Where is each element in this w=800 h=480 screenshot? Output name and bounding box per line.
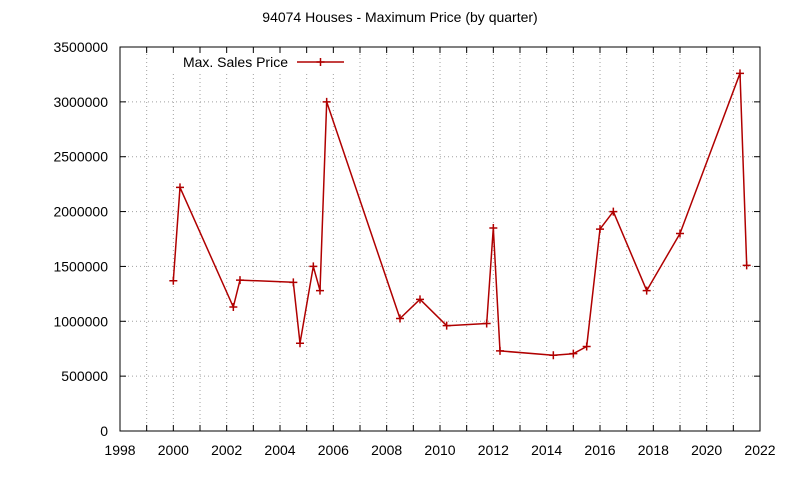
- data-point-marker: [676, 229, 684, 238]
- x-tick-label: 2020: [691, 442, 722, 458]
- y-tick-label: 3000000: [53, 94, 108, 110]
- chart-title: 94074 Houses - Maximum Price (by quarter…: [262, 9, 537, 25]
- data-point-marker: [496, 346, 504, 355]
- x-tick-label: 2006: [318, 442, 349, 458]
- legend: Max. Sales Price: [183, 54, 344, 70]
- data-point-marker: [489, 224, 498, 233]
- data-point-marker: [549, 351, 558, 360]
- data-point-marker: [316, 286, 324, 295]
- x-tick-label: 2010: [424, 442, 455, 458]
- data-point-marker: [416, 295, 424, 304]
- y-tick-label: 2500000: [53, 149, 108, 165]
- x-tick-label: 2004: [264, 442, 295, 458]
- legend-marker-sample: [316, 58, 325, 66]
- y-tick-label: 2000000: [53, 204, 108, 220]
- y-tick-label: 3500000: [53, 39, 108, 55]
- x-tick-label: 2002: [211, 442, 242, 458]
- data-point-marker: [396, 314, 404, 323]
- legend-label: Max. Sales Price: [183, 54, 288, 70]
- x-tick-label: 2016: [584, 442, 615, 458]
- data-point-marker: [289, 278, 298, 287]
- axis-ticks: 1998 2000 2002 2004 2006 2008 2010 2012 2014 2016…: [53, 39, 775, 458]
- data-point-marker: [609, 207, 618, 216]
- data-point-marker: [442, 321, 451, 330]
- data-point-marker: [596, 225, 604, 234]
- grid-lines: [120, 47, 760, 431]
- data-point-marker: [482, 319, 491, 328]
- x-tick-label: 1998: [104, 442, 135, 458]
- x-tick-label: 2022: [744, 442, 775, 458]
- x-tick-label: 2000: [158, 442, 189, 458]
- data-point-marker: [736, 69, 744, 78]
- data-point-marker: [229, 303, 238, 312]
- y-tick-label: 1000000: [53, 313, 108, 329]
- y-tick-label: 500000: [61, 368, 108, 384]
- data-point-marker: [169, 276, 178, 285]
- data-point-marker: [296, 339, 304, 348]
- series-line: [172, 72, 748, 357]
- data-point-marker: [742, 261, 751, 270]
- data-point-marker: [322, 97, 331, 106]
- x-tick-label: 2018: [638, 442, 669, 458]
- x-tick-label: 2014: [531, 442, 562, 458]
- x-tick-label: 2012: [478, 442, 509, 458]
- data-point-marker: [642, 286, 651, 295]
- y-tick-label: 1500000: [53, 258, 108, 274]
- x-tick-label: 2008: [371, 442, 402, 458]
- y-tick-label: 0: [100, 423, 108, 439]
- data-point-marker: [569, 349, 578, 358]
- data-point-marker: [582, 342, 591, 351]
- data-point-marker: [176, 183, 184, 192]
- data-point-marker: [309, 262, 318, 271]
- data-point-marker: [236, 276, 244, 285]
- series-group: [169, 69, 751, 360]
